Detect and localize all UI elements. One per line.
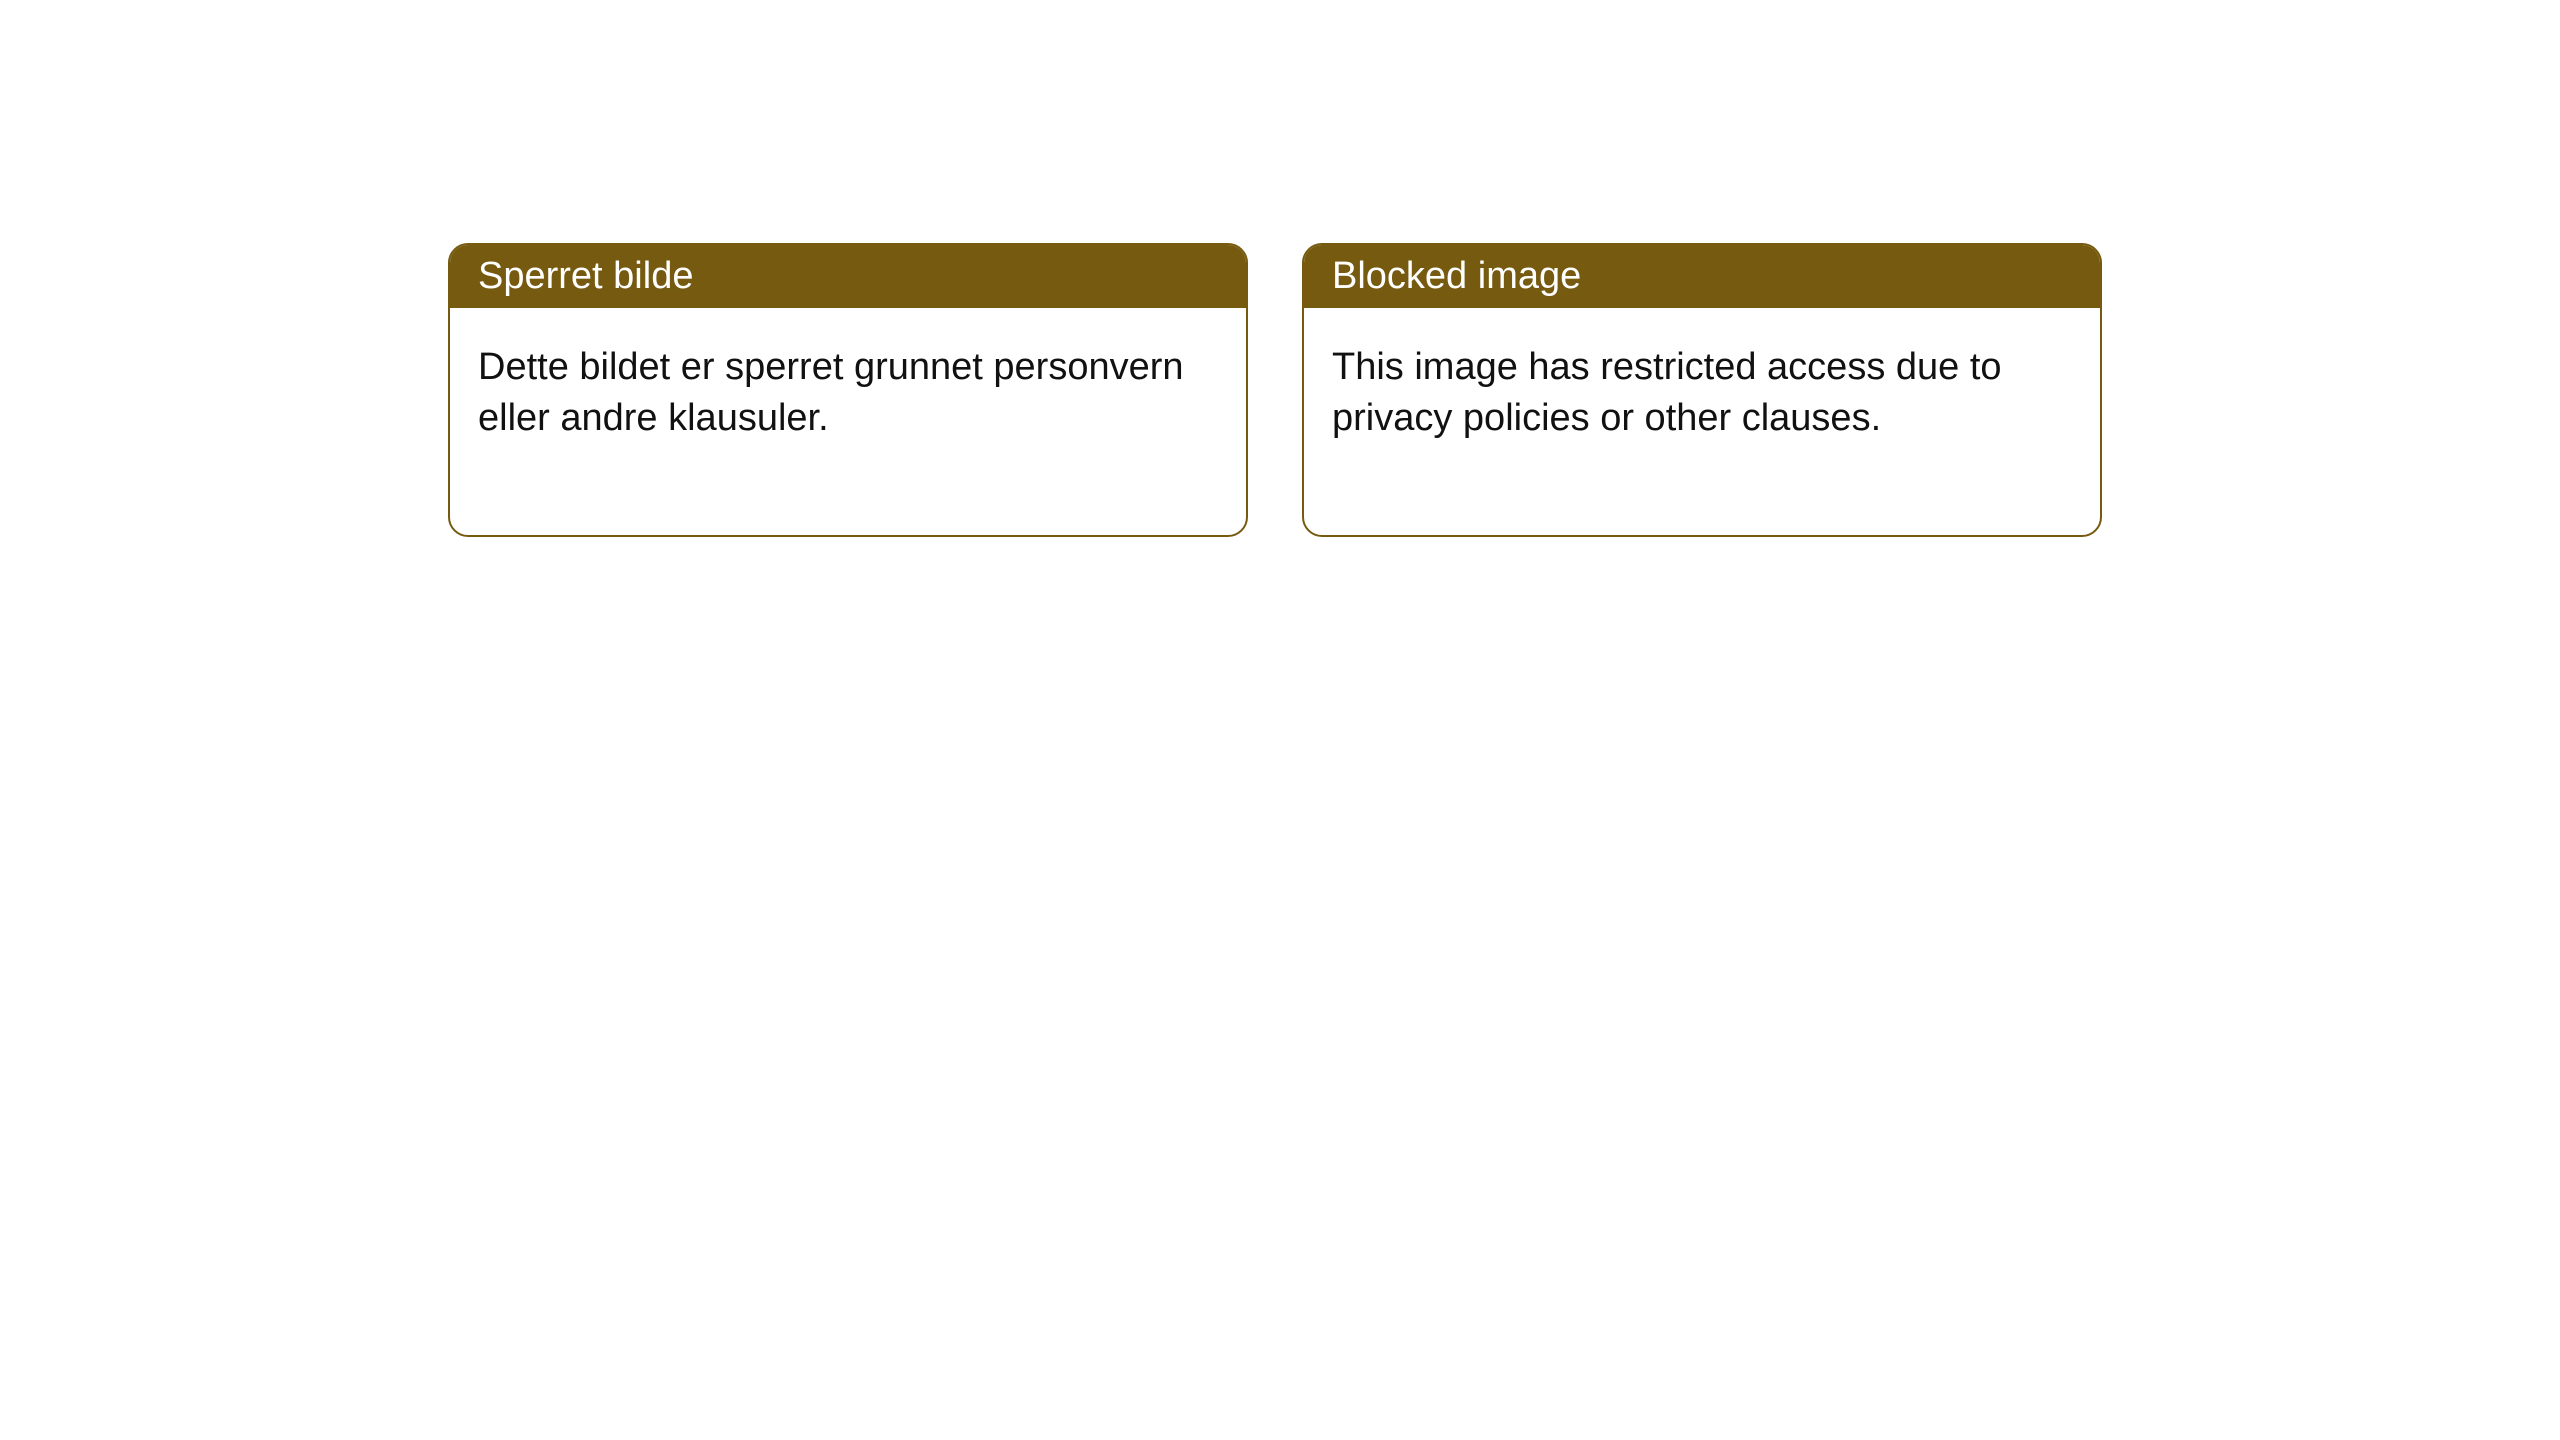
notice-card-english: Blocked image This image has restricted … <box>1302 243 2102 537</box>
notice-container: Sperret bilde Dette bildet er sperret gr… <box>0 0 2560 780</box>
notice-body-english: This image has restricted access due to … <box>1304 308 2100 535</box>
notice-title-english: Blocked image <box>1304 245 2100 308</box>
notice-title-norwegian: Sperret bilde <box>450 245 1246 308</box>
notice-card-norwegian: Sperret bilde Dette bildet er sperret gr… <box>448 243 1248 537</box>
notice-body-norwegian: Dette bildet er sperret grunnet personve… <box>450 308 1246 535</box>
